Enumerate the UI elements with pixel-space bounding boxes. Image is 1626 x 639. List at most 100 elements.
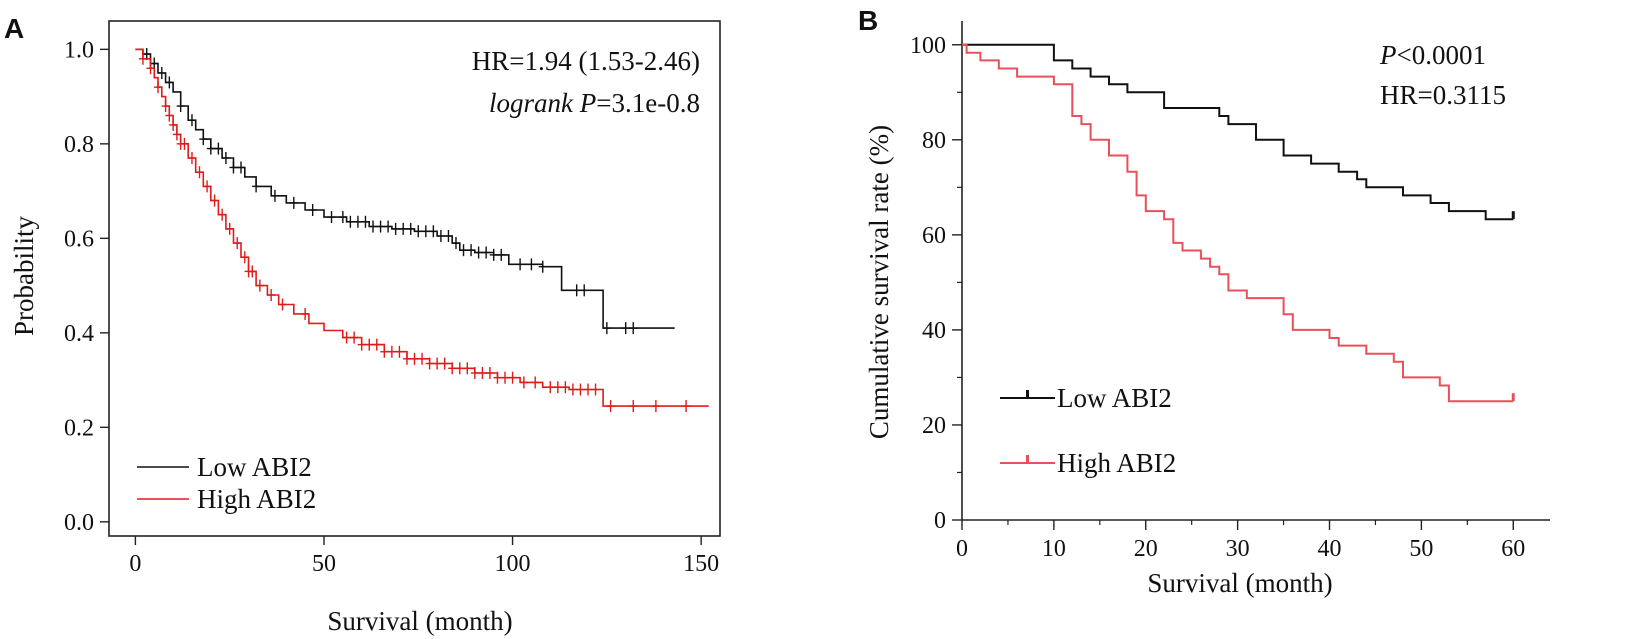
pa-series-high-abi2-censor-mark [561, 381, 570, 394]
pa-series-high-abi2-censor-mark [455, 362, 464, 375]
pa-series-high-abi2-censor-mark [138, 52, 147, 65]
pa-series-high-abi2-censor-mark [255, 279, 264, 292]
pa-series-high-abi2-censor-mark [387, 345, 396, 358]
pa-series-low-abi2-censor-mark [602, 322, 611, 335]
pa-series-low-abi2-censor-mark [327, 211, 336, 224]
pa-series-high-abi2-censor-mark [591, 383, 600, 396]
panel-b-legend: Low ABI2 High ABI2 [1000, 383, 1176, 478]
pb-x-tick-label: 30 [1226, 536, 1250, 562]
pa-series-low-abi2-censor-mark [206, 142, 215, 155]
pa-series-low-abi2-censor-mark [252, 180, 261, 193]
pa-series-high-abi2-censor-mark [553, 381, 562, 394]
pa-series-low-abi2-censor-mark [369, 220, 378, 233]
pa-series-high-abi2-censor-mark [372, 338, 381, 351]
pa-series-high-abi2-censor-mark [161, 100, 170, 113]
pa-annotation-line: HR=1.94 (1.53-2.46) [472, 46, 700, 76]
pa-x-tick-label: 100 [495, 551, 531, 577]
pa-y-tick-label: 1.0 [64, 37, 94, 63]
panel-b-x-ticks: 0 10 20 30 40 50 60 [956, 520, 1525, 562]
pa-legend-item-high-abi2: High ABI2 [137, 484, 316, 514]
pa-series-high-abi2-censor-mark [395, 345, 404, 358]
pa-series-high-abi2-censor-mark [546, 381, 555, 394]
pa-series-low-abi2-censor-mark [538, 260, 547, 273]
pb-y-tick-label: 100 [910, 33, 946, 59]
pa-series-low-abi2-censor-mark [229, 161, 238, 174]
panel-b-y-ticks: 0 20 40 60 80 100 [910, 33, 962, 534]
pa-y-tick-label: 0.4 [64, 321, 94, 347]
pa-x-tick-label: 50 [312, 551, 336, 577]
pa-series-low-abi2-censor-mark [289, 196, 298, 209]
pa-series-low-abi2-censor-mark [214, 142, 223, 155]
pa-series-high-abi2-censor-mark [583, 383, 592, 396]
pa-series-high-abi2-censor-mark [203, 180, 212, 193]
pa-series-low-abi2-censor-mark [338, 211, 347, 224]
pa-series-high-abi2-censor-mark [301, 307, 310, 320]
pa-series-high-abi2-censor-mark [493, 371, 502, 384]
pa-series-low-abi2-censor-mark [376, 220, 385, 233]
pb-x-tick-label: 40 [1318, 536, 1342, 562]
pa-legend-item-low-abi2: Low ABI2 [137, 452, 312, 482]
pa-series-low-abi2-censor-mark [270, 189, 279, 202]
pa-series-low-abi2-censor-mark [399, 222, 408, 235]
pa-series-low-abi2-censor-mark [346, 215, 355, 228]
pa-series-high-abi2-censor-mark [531, 376, 540, 389]
pb-annotation-line: HR=0.3115 [1380, 80, 1506, 110]
pa-series-low-abi2-censor-mark [436, 229, 445, 242]
pa-x-tick-label: 0 [129, 551, 141, 577]
pb-y-tick-label: 20 [922, 413, 946, 439]
pa-series-high-abi2-censor-mark [651, 400, 660, 413]
pa-series-low-abi2-censor-mark [497, 248, 506, 261]
pa-series-high-abi2-censor-mark [433, 357, 442, 370]
panel-a-plot-frame [108, 20, 721, 537]
pa-series-high-abi2-censor-mark [470, 366, 479, 379]
pa-series-high-abi2-censor-mark [380, 345, 389, 358]
pb-annotation-line: P<0.0001 [1379, 40, 1486, 70]
panel-a-x-axis-title: Survival (month) [327, 606, 512, 636]
pa-series-low-abi2-censor-mark [429, 225, 438, 238]
pa-series-low-abi2-censor-mark [157, 66, 166, 79]
pa-series-high-abi2-censor-mark [218, 208, 227, 221]
pa-series-low-abi2-censor-mark [629, 322, 638, 335]
pa-series-high-abi2-censor-mark [210, 194, 219, 207]
pa-series-high-abi2-censor-mark [365, 338, 374, 351]
pb-y-tick-label: 60 [922, 223, 946, 249]
pa-series-low-abi2-censor-mark [516, 258, 525, 271]
panel-a-series [135, 48, 709, 413]
pa-series-low-abi2-censor-mark [384, 220, 393, 233]
pa-series-low-abi2-censor-mark [474, 246, 483, 259]
pa-series-low-abi2-censor-mark [572, 284, 581, 297]
pa-series-high-abi2-censor-mark [448, 362, 457, 375]
panel-b-axes [961, 21, 1550, 521]
pa-series-low-abi2-censor-mark [621, 322, 630, 335]
pa-series-high-abi2-censor-mark [568, 383, 577, 396]
panel-a-annotations: HR=1.94 (1.53-2.46) logrank P=3.1e-0.8 [472, 46, 700, 118]
pa-series-high-abi2-censor-mark [172, 128, 181, 141]
pa-series-high-abi2-censor-mark [195, 166, 204, 179]
pa-series-low-abi2-censor-mark [482, 246, 491, 259]
pa-series-high-abi2-censor-mark [485, 366, 494, 379]
pa-series-low-abi2-censor-mark [421, 225, 430, 238]
pa-series-high-abi2-censor-mark [402, 352, 411, 365]
pa-series-high-abi2-censor-mark [463, 362, 472, 375]
pa-series-low-abi2-censor-mark [353, 215, 362, 228]
pa-series-high-abi2-censor-mark [606, 400, 615, 413]
pa-series-high-abi2-censor-mark [169, 118, 178, 131]
pb-x-tick-label: 50 [1409, 536, 1433, 562]
pa-y-tick-label: 0.2 [64, 415, 94, 441]
pa-series-low-abi2-censor-mark [580, 284, 589, 297]
pb-x-tick-label: 0 [956, 536, 968, 562]
pa-series-high-abi2-censor-mark [342, 331, 351, 344]
pa-series-high-abi2-censor-mark [240, 251, 249, 264]
pa-series-high-abi2-censor-mark [501, 371, 510, 384]
pa-series-high-abi2-censor-mark [440, 357, 449, 370]
pa-series-low-abi2-censor-mark [199, 133, 208, 146]
pa-series-high-abi2-censor-mark [508, 371, 517, 384]
panel-b-y-axis-title: Cumulative survival rate (%) [864, 125, 894, 439]
pa-series-high-abi2-censor-mark [478, 366, 487, 379]
pa-series-low-abi2-censor-mark [459, 244, 468, 257]
pb-legend-label: High ABI2 [1057, 448, 1176, 478]
pa-series-high-abi2-censor-mark [187, 152, 196, 165]
panel-b: B 0 20 40 60 80 100 0 10 20 30 40 50 60 P<0.0001 HR=… [858, 5, 1550, 598]
